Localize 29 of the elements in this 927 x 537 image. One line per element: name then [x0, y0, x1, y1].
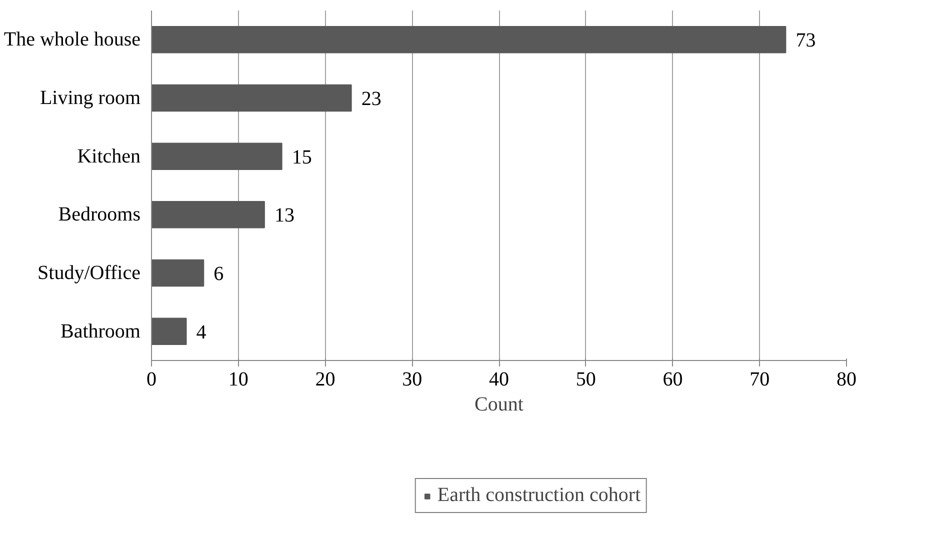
y-tick-label: Living room — [40, 87, 141, 109]
data-label: 23 — [361, 88, 382, 110]
x-tick-label: 0 — [146, 368, 156, 390]
legend-label: Earth construction cohort — [437, 484, 641, 507]
data-label: 15 — [292, 146, 312, 168]
x-tick-label: 70 — [750, 368, 770, 390]
y-tick-label: Bathroom — [60, 320, 141, 342]
y-tick-label: Study/Office — [38, 262, 141, 284]
bar — [152, 201, 265, 228]
x-axis-title: Count — [474, 394, 524, 416]
y-tick-label: Kitchen — [77, 145, 140, 168]
y-tick-label: Bedrooms — [58, 204, 141, 226]
bar — [152, 84, 352, 112]
x-tick-label: 20 — [315, 368, 336, 390]
bar — [152, 318, 187, 345]
bar — [152, 259, 204, 287]
data-label: 13 — [274, 204, 294, 227]
x-tick-label: 60 — [662, 368, 683, 390]
data-label: 4 — [196, 321, 206, 344]
bar — [152, 26, 786, 54]
y-tick-label: The whole house — [4, 28, 141, 51]
data-label: 73 — [796, 30, 816, 52]
x-tick-label: 30 — [402, 368, 422, 390]
data-label: 6 — [214, 263, 224, 285]
x-tick-label: 80 — [836, 368, 856, 390]
bar — [152, 142, 282, 170]
x-tick-label: 40 — [489, 368, 509, 390]
x-tick-label: 10 — [228, 368, 248, 390]
x-tick-label: 50 — [576, 368, 596, 390]
